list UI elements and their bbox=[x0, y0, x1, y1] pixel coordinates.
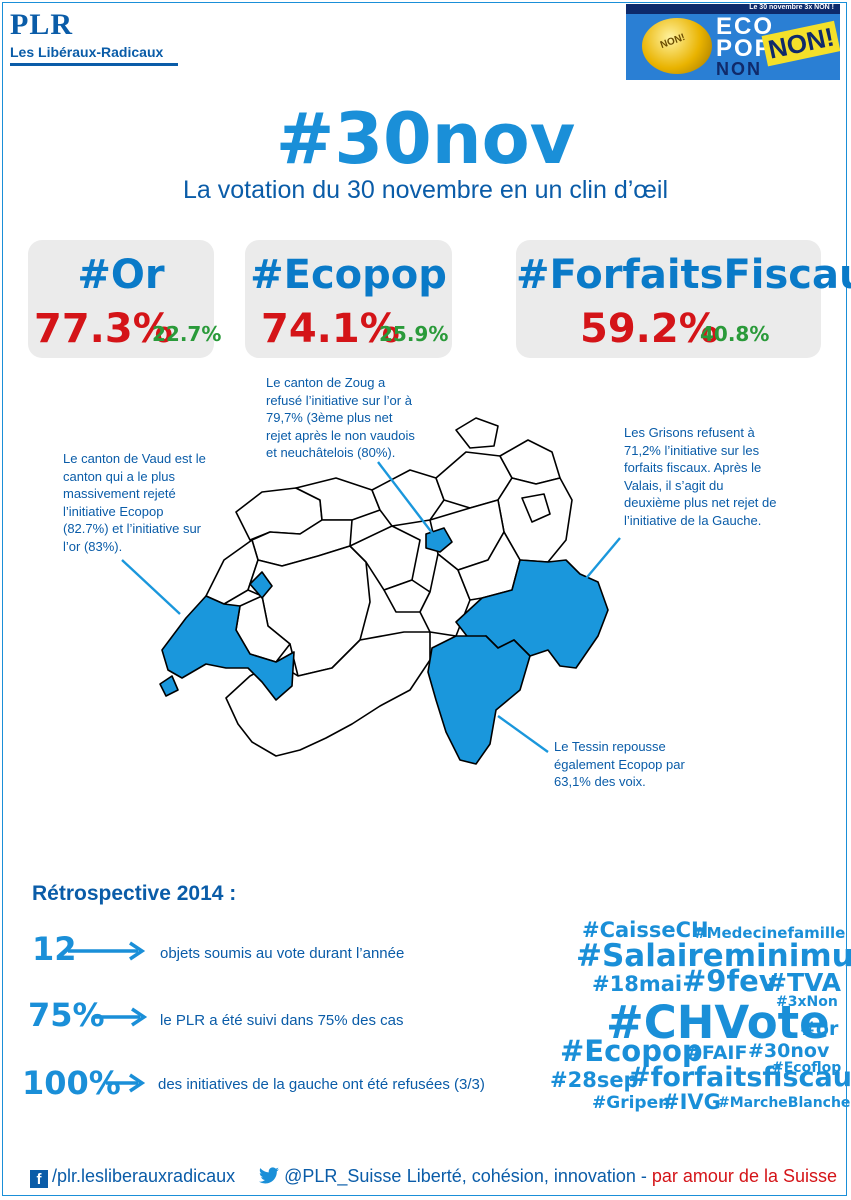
page-subtitle: La votation du 30 novembre en un clin d’… bbox=[182, 176, 668, 204]
result-card-ecopop: #Ecopop 74.1% 25.9% bbox=[245, 240, 452, 358]
banner-word-3: NON bbox=[716, 59, 762, 79]
leader-line-grisons bbox=[577, 537, 621, 589]
result-card-forfaits-fiscaux: #ForfaitsFiscaux 59.2% 40.8% bbox=[516, 240, 851, 358]
hashtag[interactable]: #CaisseCH bbox=[582, 918, 709, 942]
annotation-zoug: Le canton de Zoug a refusé l’initiative s… bbox=[266, 375, 415, 460]
leader-line-vaud bbox=[121, 559, 181, 615]
hashtag[interactable]: #3xNon bbox=[776, 994, 838, 1010]
footer-social: f/plr.lesliberauxradicaux @PLR_Suisse bbox=[30, 1166, 401, 1188]
result-tag: #Ecopop bbox=[250, 252, 447, 298]
canton-schaffhausen bbox=[455, 417, 499, 449]
banner-top-line: Le 30 novembre 3x NON ! bbox=[749, 4, 834, 11]
facebook-link[interactable]: /plr.lesliberauxradicaux bbox=[52, 1166, 236, 1186]
stat-text: le PLR a été suivi dans 75% des cas bbox=[160, 1012, 404, 1029]
result-yes-share: 22.7% bbox=[152, 322, 222, 346]
canton-ticino bbox=[427, 635, 531, 765]
canton-basel bbox=[295, 477, 381, 521]
page-title: #30nov bbox=[275, 98, 576, 180]
logo-underline bbox=[10, 63, 178, 66]
plr-logo[interactable]: PLR Les Libéraux-Radicaux bbox=[10, 8, 178, 66]
facebook-icon: f bbox=[30, 1170, 48, 1188]
hashtag[interactable]: #FAIF bbox=[686, 1042, 748, 1064]
stat-value: 100% bbox=[22, 1064, 121, 1102]
result-yes-share: 25.9% bbox=[379, 322, 449, 346]
twitter-handle[interactable]: @PLR_Suisse bbox=[284, 1166, 402, 1186]
result-card-or: #Or 77.3% 22.7% bbox=[28, 240, 221, 358]
hashtag[interactable]: #forfaitsfiscaux bbox=[628, 1062, 851, 1093]
retrospective-heading: Rétrospective 2014 : bbox=[32, 882, 237, 905]
footer-slogan: Liberté, cohésion, innovation - par amou… bbox=[407, 1166, 837, 1187]
hashtag[interactable]: #Medecinefamille bbox=[694, 924, 846, 942]
hashtag[interactable]: #CHVote bbox=[606, 996, 830, 1049]
leader-line-tessin bbox=[497, 715, 549, 753]
hashtag[interactable]: #Gripen bbox=[592, 1093, 671, 1113]
canton-vaud bbox=[161, 595, 295, 701]
hashtag[interactable]: #Ecoflop bbox=[772, 1060, 842, 1076]
stat-value: 75% bbox=[28, 996, 105, 1034]
result-tag: #Or bbox=[77, 252, 165, 298]
annotation-tessin: Le Tessin repousse également Ecopop par 63… bbox=[554, 739, 685, 789]
hashtag[interactable]: #30nov bbox=[748, 1040, 830, 1062]
result-tag: #ForfaitsFiscaux bbox=[516, 252, 851, 298]
canton-appenzell bbox=[521, 493, 551, 523]
banner-word-1: ECO bbox=[716, 13, 775, 40]
hashtag[interactable]: #Ecopop bbox=[560, 1034, 703, 1068]
stat-text: objets soumis au vote durant l’année bbox=[160, 945, 405, 962]
twitter-icon bbox=[259, 1167, 280, 1184]
hashtag[interactable]: #MarcheBlanche bbox=[718, 1095, 851, 1111]
hashtag[interactable]: #TVA bbox=[766, 968, 841, 997]
canton-neuchatel bbox=[205, 539, 259, 605]
result-no-share: 59.2% bbox=[580, 306, 719, 352]
stat-value: 12 bbox=[32, 930, 77, 968]
annotation-vaud: Le canton de Vaud est le canton qui a le … bbox=[63, 451, 206, 554]
annotation-grisons: Les Grisons refusent à 71,2% l’initiative… bbox=[624, 425, 777, 528]
leader-line-zoug bbox=[377, 461, 437, 539]
ecopop-campaign-banner: Le 30 novembre 3x NON ! NON! ECO POP NON… bbox=[626, 4, 840, 80]
stat-text: des initiatives de la gauche ont été ref… bbox=[158, 1076, 485, 1093]
slogan-main: Liberté, cohésion, innovation - bbox=[406, 1166, 652, 1186]
gold-coin-icon: NON! bbox=[642, 18, 712, 74]
canton-vaud-enclave bbox=[249, 571, 273, 599]
hashtag[interactable]: #IVG bbox=[662, 1090, 721, 1114]
canton-aargau bbox=[371, 469, 445, 527]
result-no-share: 77.3% bbox=[34, 306, 173, 352]
logo-mark: PLR bbox=[10, 8, 73, 41]
arrow-icon bbox=[68, 941, 146, 961]
arrow-icon bbox=[94, 1007, 148, 1027]
arrow-icon bbox=[106, 1073, 146, 1093]
hashtag[interactable]: #18mai bbox=[592, 972, 683, 996]
banner-strip: Le 30 novembre 3x NON ! bbox=[626, 4, 840, 14]
party-name: Les Libéraux-Radicaux bbox=[10, 44, 164, 60]
hashtag[interactable]: #28sep bbox=[550, 1068, 639, 1092]
slogan-accent: par amour de la Suisse bbox=[651, 1166, 837, 1186]
hashtag[interactable]: #or bbox=[800, 1018, 839, 1040]
canton-geneva bbox=[159, 675, 179, 697]
hashtag[interactable]: #9fev bbox=[682, 964, 778, 998]
result-no-share: 74.1% bbox=[261, 306, 400, 352]
result-yes-share: 40.8% bbox=[700, 322, 770, 346]
hashtag[interactable]: #Salaireminimum bbox=[576, 938, 851, 974]
